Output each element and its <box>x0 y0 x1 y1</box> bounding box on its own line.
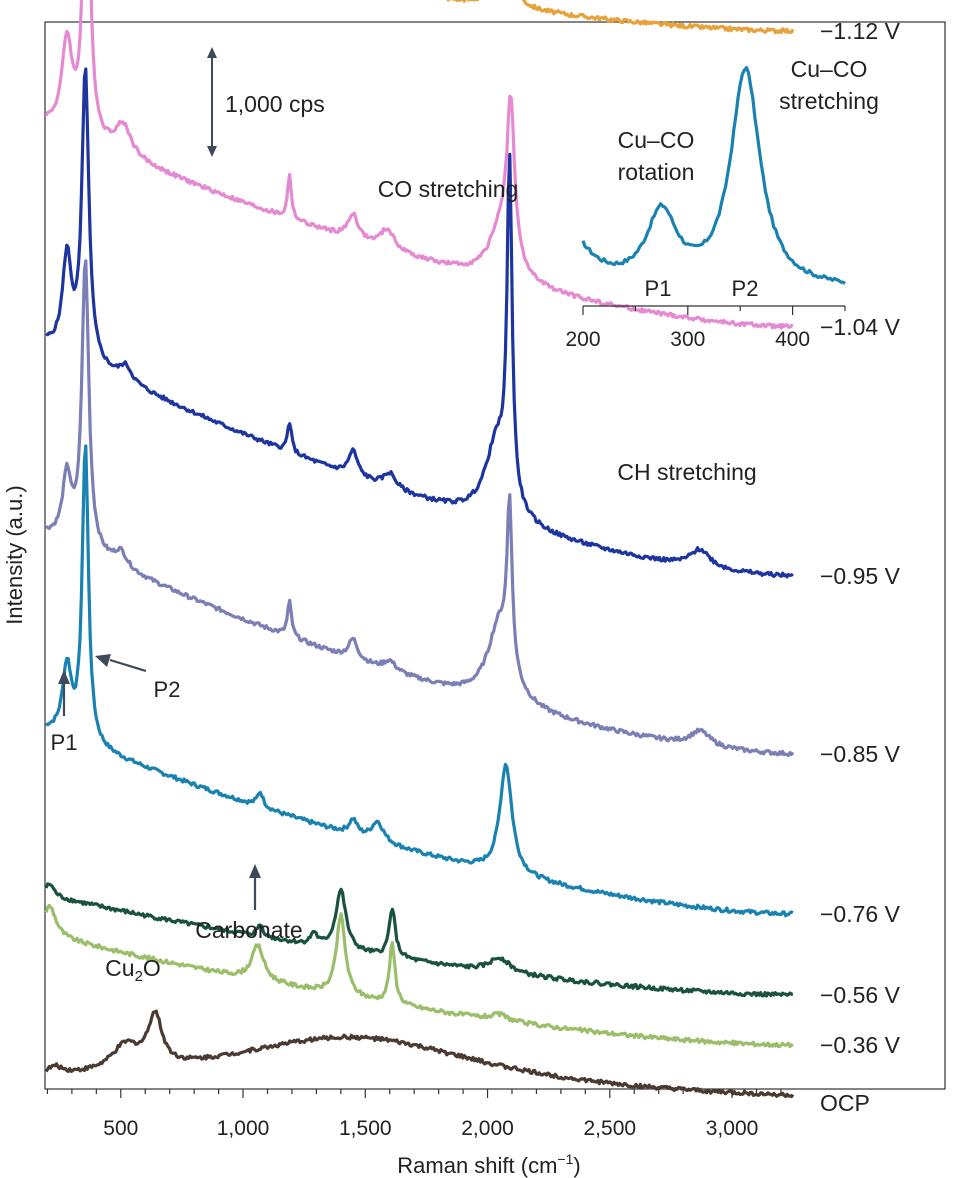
spectrum-line <box>44 0 794 330</box>
inset-tick-label: 400 <box>775 328 810 351</box>
inset-tick-label: 200 <box>565 328 600 351</box>
x-tick-label: 500 <box>103 1117 138 1140</box>
p2-label: P2 <box>154 677 181 702</box>
spectrum-line <box>44 903 794 1049</box>
ch-stretching-label: CH stretching <box>617 459 756 485</box>
potential-labels: −1.12 V −1.04 V −0.95 V −0.85 V −0.76 V −0.56… <box>820 18 901 1116</box>
p1-annotation: P1 <box>51 670 78 755</box>
spectra-group <box>44 0 795 1099</box>
inset-p2-label: P2 <box>732 276 759 301</box>
y-axis-label: Intensity (a.u.) <box>2 485 27 624</box>
x-axis: 500 1,000 1,500 2,000 2,500 3,000 <box>46 1089 782 1140</box>
x-tick-label: 1,000 <box>217 1117 270 1140</box>
potential-label: −1.12 V <box>820 18 901 44</box>
x-tick-label: 2,500 <box>584 1117 637 1140</box>
cu2o-label: Cu2O <box>105 955 161 985</box>
inset-rotation-label-line1: Cu–CO <box>618 127 695 153</box>
scale-bar-arrowhead-up <box>207 47 217 58</box>
carbonate-annotation: Carbonate <box>195 864 303 943</box>
carbonate-label: Carbonate <box>195 917 302 943</box>
potential-label: −1.04 V <box>820 314 901 340</box>
x-tick-label: 1,500 <box>339 1117 392 1140</box>
p1-label: P1 <box>51 730 78 755</box>
potential-label: −0.85 V <box>820 741 901 767</box>
x-axis-label: Raman shift (cm−1) <box>397 1151 580 1178</box>
spectrum-line <box>436 0 795 35</box>
co-stretching-label: CO stretching <box>378 176 519 202</box>
p2-arrow-line <box>109 658 147 673</box>
spectrum-line <box>45 444 794 918</box>
scale-bar-label: 1,000 cps <box>225 91 325 117</box>
p2-arrow-head <box>95 654 111 667</box>
p2-annotation: P2 <box>95 654 180 702</box>
p1-arrow-head <box>58 670 70 684</box>
x-tick-label: 3,000 <box>706 1117 759 1140</box>
inset-x-axis: 200 300 400 <box>565 305 846 351</box>
spectrum-line <box>45 67 794 579</box>
x-tick-label: 2,000 <box>461 1117 514 1140</box>
spectrum-line <box>44 1009 795 1099</box>
spectrum-line <box>44 882 794 998</box>
potential-label: −0.76 V <box>820 901 901 927</box>
potential-label: −0.36 V <box>820 1032 901 1058</box>
scale-bar-arrowhead-down <box>207 146 217 157</box>
inset: 200 300 400 Cu–CO rotation Cu–CO stretchin… <box>565 56 878 351</box>
inset-rotation-label-line2: rotation <box>618 159 695 185</box>
carbonate-arrow-head <box>249 864 261 878</box>
spectrum-line <box>45 259 795 757</box>
inset-tick-label: 300 <box>670 328 705 351</box>
inset-p1-label: P1 <box>645 276 672 301</box>
inset-stretching-label-line1: Cu–CO <box>791 56 868 82</box>
potential-label: −0.95 V <box>820 563 901 589</box>
potential-label: OCP <box>820 1090 870 1116</box>
inset-stretching-label-line2: stretching <box>779 88 879 114</box>
potential-label: −0.56 V <box>820 982 901 1008</box>
plot-frame <box>44 21 946 1090</box>
scale-bar: 1,000 cps <box>207 47 325 157</box>
inset-spectrum <box>581 66 846 285</box>
